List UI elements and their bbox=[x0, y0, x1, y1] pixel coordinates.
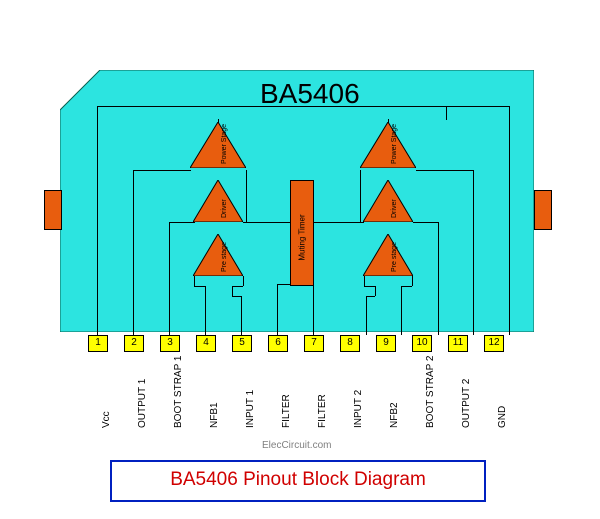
wire bbox=[366, 296, 375, 297]
pin-label-12: GND bbox=[497, 406, 508, 428]
caption-box: BA5406 Pinout Block Diagram bbox=[110, 460, 486, 502]
pin-3: 3 bbox=[160, 335, 180, 352]
muting-timer-label: Muting Timer bbox=[298, 188, 307, 288]
pin-label-9: NFB2 bbox=[389, 402, 400, 428]
wire bbox=[243, 222, 291, 223]
muting-timer-block: Muting Timer bbox=[290, 180, 314, 286]
wire bbox=[416, 170, 474, 171]
wire bbox=[364, 276, 365, 286]
pin-12: 12 bbox=[484, 335, 504, 352]
wire bbox=[241, 296, 242, 335]
wire bbox=[205, 286, 206, 335]
triangle-driver-left bbox=[193, 180, 243, 222]
wire bbox=[413, 222, 439, 223]
wire bbox=[232, 286, 233, 296]
wire bbox=[438, 222, 439, 335]
wire bbox=[194, 286, 205, 287]
wire bbox=[277, 284, 291, 285]
wire bbox=[232, 296, 241, 297]
pin-6: 6 bbox=[268, 335, 288, 352]
pin-label-1: Vcc bbox=[101, 411, 112, 428]
pin-label-6: FILTER bbox=[281, 394, 292, 428]
pin-5: 5 bbox=[232, 335, 252, 352]
triangle-pre-left bbox=[193, 234, 243, 276]
pin-label-5: INPUT 1 bbox=[245, 390, 256, 428]
triangle-driver-right bbox=[363, 180, 413, 222]
wire bbox=[232, 286, 243, 287]
wire bbox=[133, 170, 134, 335]
pin-label-8: INPUT 2 bbox=[353, 390, 364, 428]
wire bbox=[375, 286, 376, 296]
side-tab-left bbox=[44, 190, 62, 230]
triangle-label: Driver bbox=[221, 199, 228, 218]
wire bbox=[97, 106, 98, 335]
pin-7: 7 bbox=[304, 335, 324, 352]
pin-label-4: NFB1 bbox=[209, 402, 220, 428]
wire bbox=[277, 284, 278, 335]
pin-label-3: BOOT STRAP 1 bbox=[173, 356, 184, 428]
triangle-label: Pre stage bbox=[391, 242, 398, 272]
triangle-label: Power Stage bbox=[391, 124, 398, 164]
wire bbox=[360, 170, 361, 222]
triangle-label: Pre stage bbox=[221, 242, 228, 272]
pin-10: 10 bbox=[412, 335, 432, 352]
credit-text: ElecCircuit.com bbox=[262, 440, 331, 451]
pin-1: 1 bbox=[88, 335, 108, 352]
wire bbox=[169, 222, 170, 335]
wire bbox=[509, 106, 510, 335]
side-tab-right bbox=[534, 190, 552, 230]
caption-title: BA5406 Pinout Block Diagram bbox=[170, 469, 426, 490]
triangle-pre-right bbox=[363, 234, 413, 276]
wire bbox=[412, 276, 413, 286]
pin-4: 4 bbox=[196, 335, 216, 352]
diagram-canvas: BA5406 Power StageDriverPre stagePower S… bbox=[0, 0, 600, 519]
wire bbox=[97, 106, 447, 107]
wire bbox=[243, 276, 244, 286]
triangle-label: Driver bbox=[391, 199, 398, 218]
wire bbox=[246, 170, 247, 222]
wire bbox=[133, 170, 191, 171]
wire bbox=[364, 286, 375, 287]
wire bbox=[401, 286, 402, 335]
wire bbox=[194, 276, 195, 286]
wire bbox=[446, 106, 447, 120]
wire bbox=[366, 296, 367, 335]
triangle-label: Power Stage bbox=[221, 124, 228, 164]
wire bbox=[313, 284, 314, 335]
pin-11: 11 bbox=[448, 335, 468, 352]
wire bbox=[446, 106, 510, 107]
wire bbox=[473, 170, 474, 335]
pin-label-7: FILTER bbox=[317, 394, 328, 428]
pin-8: 8 bbox=[340, 335, 360, 352]
pin-label-10: BOOT STRAP 2 bbox=[425, 356, 436, 428]
triangle-power-right bbox=[360, 122, 416, 168]
triangle-power-left bbox=[190, 122, 246, 168]
pin-2: 2 bbox=[124, 335, 144, 352]
pin-label-11: OUTPUT 2 bbox=[461, 379, 472, 428]
pin-label-2: OUTPUT 1 bbox=[137, 379, 148, 428]
wire bbox=[312, 222, 364, 223]
pin-9: 9 bbox=[376, 335, 396, 352]
wire bbox=[169, 222, 195, 223]
wire bbox=[401, 286, 412, 287]
